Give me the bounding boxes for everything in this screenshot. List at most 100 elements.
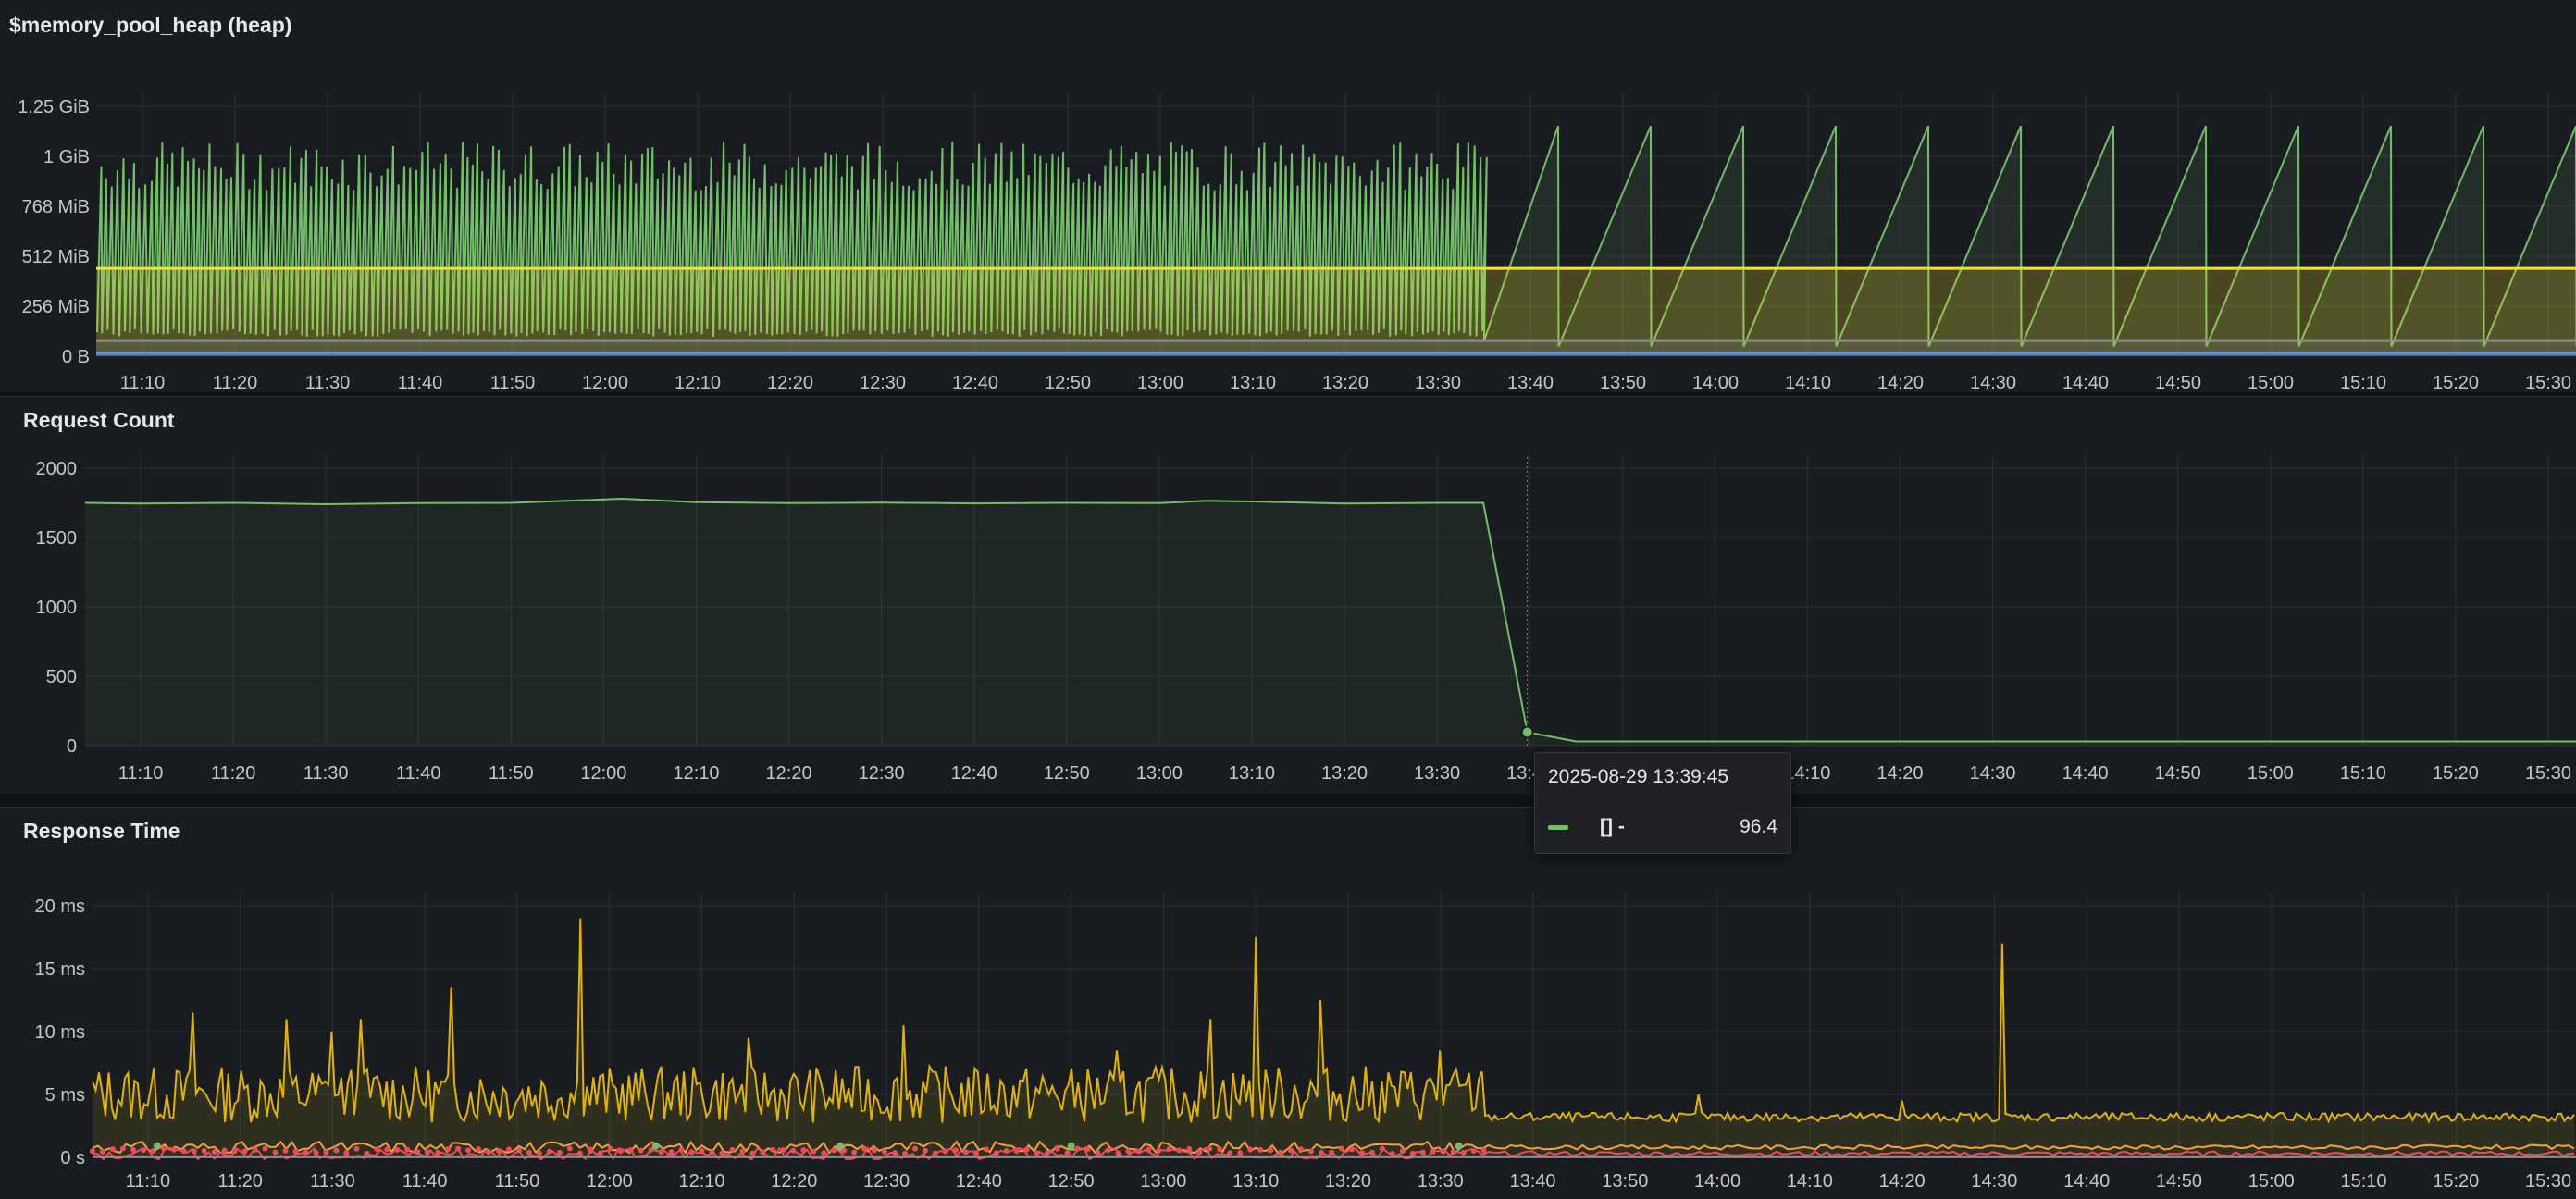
response-red-marker [882,1148,888,1155]
x-tick-label: 15:00 [2248,1171,2295,1192]
response-red-marker [231,1148,238,1155]
x-tick-label: 14:50 [2155,373,2201,392]
response-red-marker [211,1149,217,1156]
response-red-marker [1460,1149,1467,1156]
response-red-marker [1105,1147,1111,1154]
response-red-marker [1319,1149,1325,1156]
x-tick-label: 12:10 [675,373,721,392]
response-red-marker [800,1147,807,1154]
response-green-marker [1455,1142,1463,1150]
response-red-marker [303,1149,309,1156]
response-red-marker [546,1148,552,1155]
x-tick-label: 11:50 [495,1171,540,1192]
response-red-marker [180,1148,187,1155]
x-tick-label: 15:00 [2248,763,2294,784]
response-red-marker [587,1146,593,1153]
x-tick-label: 11:30 [305,373,351,392]
panel-title[interactable]: Request Count [23,408,175,432]
response-red-marker [109,1146,116,1153]
response-red-marker [821,1150,827,1156]
response-red-marker [1166,1146,1172,1153]
x-tick-label: 14:40 [2062,763,2109,784]
response-red-marker [1095,1150,1101,1156]
y-tick-label: 15 ms [35,959,85,980]
response-time-panel: Response Time 0 s 5 ms 10 ms 15 ms 20 ms 11:1… [0,807,2576,1199]
response-red-marker [912,1145,919,1152]
response-red-marker [1135,1148,1142,1155]
y-tick-label: 1000 [36,598,78,618]
heap-series-line [96,125,2576,347]
response-red-marker [1044,1150,1050,1156]
x-tick-label: 14:40 [2062,373,2109,392]
x-tick-label: 13:00 [1136,763,1183,784]
tooltip-timestamp: 2025-08-29 13:39:45 [1548,766,1728,787]
response-red-marker [1227,1150,1233,1156]
response-red-marker [486,1149,492,1156]
x-tick-label: 12:50 [1045,373,1091,392]
x-tick-label: 13:00 [1137,373,1183,392]
x-tick-label: 13:50 [1600,373,1646,392]
x-tick-label: 12:20 [771,1171,817,1192]
x-tick-label: 14:20 [1879,1171,1926,1192]
response-red-marker [962,1149,969,1156]
x-tick-label: 14:50 [2155,763,2201,784]
response-green-marker [651,1142,660,1150]
panel-title[interactable]: Response Time [23,819,180,843]
x-tick-label: 12:10 [678,1171,724,1192]
response-red-marker [1064,1150,1071,1156]
response-red-marker [972,1150,979,1156]
response-time-chart[interactable]: 0 s 5 ms 10 ms 15 ms 20 ms 11:10 11:20 11:30 11:… [0,808,2576,1199]
response-red-marker [364,1150,370,1156]
x-tick-label: 15:30 [2525,763,2571,784]
x-tick-label: 15:20 [2433,373,2479,392]
request-count-chart[interactable]: 0 500 1000 1500 2000 11:10 11:20 11:30 11:40 11:5… [0,397,2576,794]
heap-panel: $memory_pool_heap (heap) 0 B 256 MiB 512 M… [0,0,2576,392]
response-red-marker [993,1150,999,1156]
x-tick-label: 11:10 [120,373,166,392]
x-tick-label: 14:30 [1970,373,2016,392]
response-red-marker [983,1146,989,1153]
response-red-marker [739,1148,746,1155]
x-tick-label: 12:30 [863,1171,910,1192]
panel-title[interactable]: $memory_pool_heap (heap) [9,13,292,37]
requests-line [84,497,2576,743]
response-red-marker [1338,1145,1344,1152]
x-tick-label: 12:00 [587,1171,633,1192]
y-tick-label: 1500 [36,528,78,549]
response-red-marker [496,1148,502,1155]
x-tick-label: 13:10 [1229,763,1275,784]
response-red-marker [811,1148,817,1155]
request-count-panel: Request Count 0 500 1000 1500 2000 11:10 11:20… [0,396,2576,794]
response-red-marker [627,1147,634,1154]
response-red-marker [404,1146,411,1153]
response-red-marker [1298,1146,1305,1153]
response-red-marker [851,1149,858,1156]
response-red-marker [445,1146,452,1153]
y-tick-label: 512 MiB [22,247,90,267]
response-red-marker [333,1147,340,1154]
x-tick-label: 11:50 [489,763,534,784]
y-tick-label: 20 ms [35,896,85,917]
response-red-marker [455,1145,462,1152]
heap-chart[interactable]: 0 B 256 MiB 512 MiB 768 MiB 1 GiB 1.25 GiB 11:… [0,0,2576,392]
response-red-marker [425,1149,431,1156]
x-tick-label: 14:00 [1692,373,1739,392]
response-red-marker [465,1147,472,1154]
response-red-marker [1348,1146,1355,1153]
response-red-marker [1419,1149,1426,1156]
response-red-marker [415,1149,421,1156]
response-red-marker [678,1146,685,1153]
response-red-marker [353,1145,360,1152]
x-tick-label: 11:50 [490,373,536,392]
response-red-marker [272,1149,279,1156]
response-red-marker [1480,1147,1487,1154]
x-tick-label: 13:20 [1322,373,1368,392]
response-red-marker [1409,1150,1416,1156]
response-red-marker [221,1147,228,1154]
response-red-marker [99,1148,105,1155]
response-red-marker [1470,1147,1477,1154]
response-red-marker [1379,1145,1385,1152]
tooltip-series-row: [] - 96.4 [1548,814,1777,840]
x-tick-label: 13:00 [1140,1171,1186,1192]
response-red-marker [1074,1145,1081,1152]
